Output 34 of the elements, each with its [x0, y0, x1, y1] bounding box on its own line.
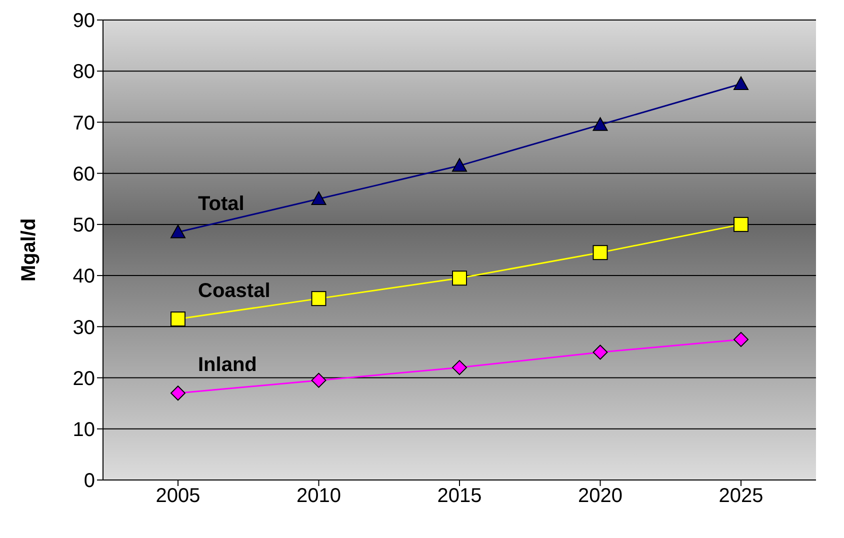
- point: [170, 386, 186, 401]
- y-tick-label: 10: [72, 418, 95, 441]
- point: [734, 216, 748, 232]
- point: [311, 191, 326, 205]
- point: [592, 344, 608, 360]
- point: [452, 270, 467, 286]
- x-tick-label: 2020: [578, 485, 622, 508]
- y-tick-label: 90: [72, 10, 95, 32]
- point: [592, 117, 608, 131]
- y-tick-label: 80: [72, 61, 95, 84]
- y-tick-label: 20: [72, 368, 95, 390]
- y-tick-label: 40: [72, 266, 95, 288]
- point: [734, 332, 748, 347]
- series-label: Inland: [198, 354, 257, 376]
- point: [170, 224, 186, 238]
- y-tick-label: 70: [72, 112, 95, 134]
- point: [452, 360, 467, 376]
- x-tick-label: 2010: [296, 485, 341, 508]
- y-tick-label: 0: [84, 470, 95, 492]
- y-tick-label: 60: [72, 163, 95, 186]
- y-tick-label: 50: [72, 214, 95, 237]
- series-label: Coastal: [198, 280, 270, 302]
- y-tick-label: 30: [72, 316, 95, 339]
- x-tick-label: 2025: [718, 485, 764, 508]
- point: [452, 158, 467, 172]
- point: [592, 245, 608, 260]
- point: [170, 312, 186, 326]
- x-tick-label: 2005: [156, 485, 200, 508]
- x-tick-label: 2015: [437, 485, 482, 508]
- y-axis-title: Mgal/d: [18, 218, 40, 282]
- point: [311, 372, 326, 388]
- point: [734, 76, 748, 90]
- series-label: Total: [198, 193, 244, 216]
- point: [311, 291, 326, 306]
